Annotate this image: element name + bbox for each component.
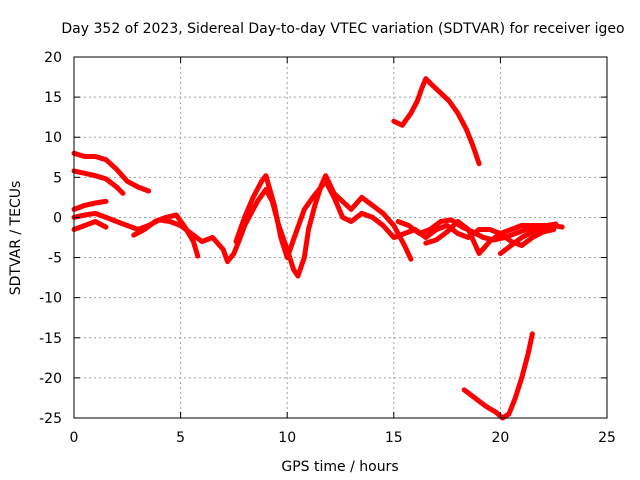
x-tick-label: 5	[176, 430, 185, 446]
series-track-8	[395, 217, 559, 243]
series-track-10	[497, 223, 557, 256]
series-track-11	[391, 76, 482, 167]
y-tick-label: 0	[53, 210, 62, 226]
series-track-6	[131, 212, 201, 259]
series-track-1	[71, 150, 152, 194]
y-tick-label: -25	[39, 411, 62, 427]
x-tick-label: 25	[598, 430, 616, 446]
y-tick-label: -20	[39, 371, 62, 387]
series-track-3	[71, 198, 109, 212]
y-tick-label: -15	[39, 331, 62, 347]
x-tick-label: 15	[385, 430, 403, 446]
x-axis-label: GPS time / hours	[281, 459, 398, 475]
x-tick-label: 20	[491, 430, 509, 446]
series-track-2	[71, 168, 126, 196]
x-tick-label: 10	[278, 430, 296, 446]
data-series	[71, 76, 565, 421]
y-tick-label: 20	[44, 50, 62, 66]
y-tick-label: -10	[39, 291, 62, 307]
y-tick-label: -5	[48, 251, 62, 267]
series-track-5	[71, 219, 109, 232]
plot-frame	[73, 56, 608, 419]
chart-title: Day 352 of 2023, Sidereal Day-to-day VTE…	[61, 21, 624, 37]
axis-ticks: 0 5 10 15 20 25 -25 -20 -15 -10 -5 0 5 10 15 20	[39, 50, 616, 446]
x-tick-label: 0	[70, 430, 79, 446]
series-track-9	[423, 219, 557, 256]
y-tick-label: 5	[53, 170, 62, 186]
y-tick-label: 15	[44, 90, 62, 106]
y-axis-label: SDTVAR / TECUs	[8, 181, 24, 296]
y-tick-label: 10	[44, 130, 62, 146]
series-track-12	[461, 331, 535, 421]
